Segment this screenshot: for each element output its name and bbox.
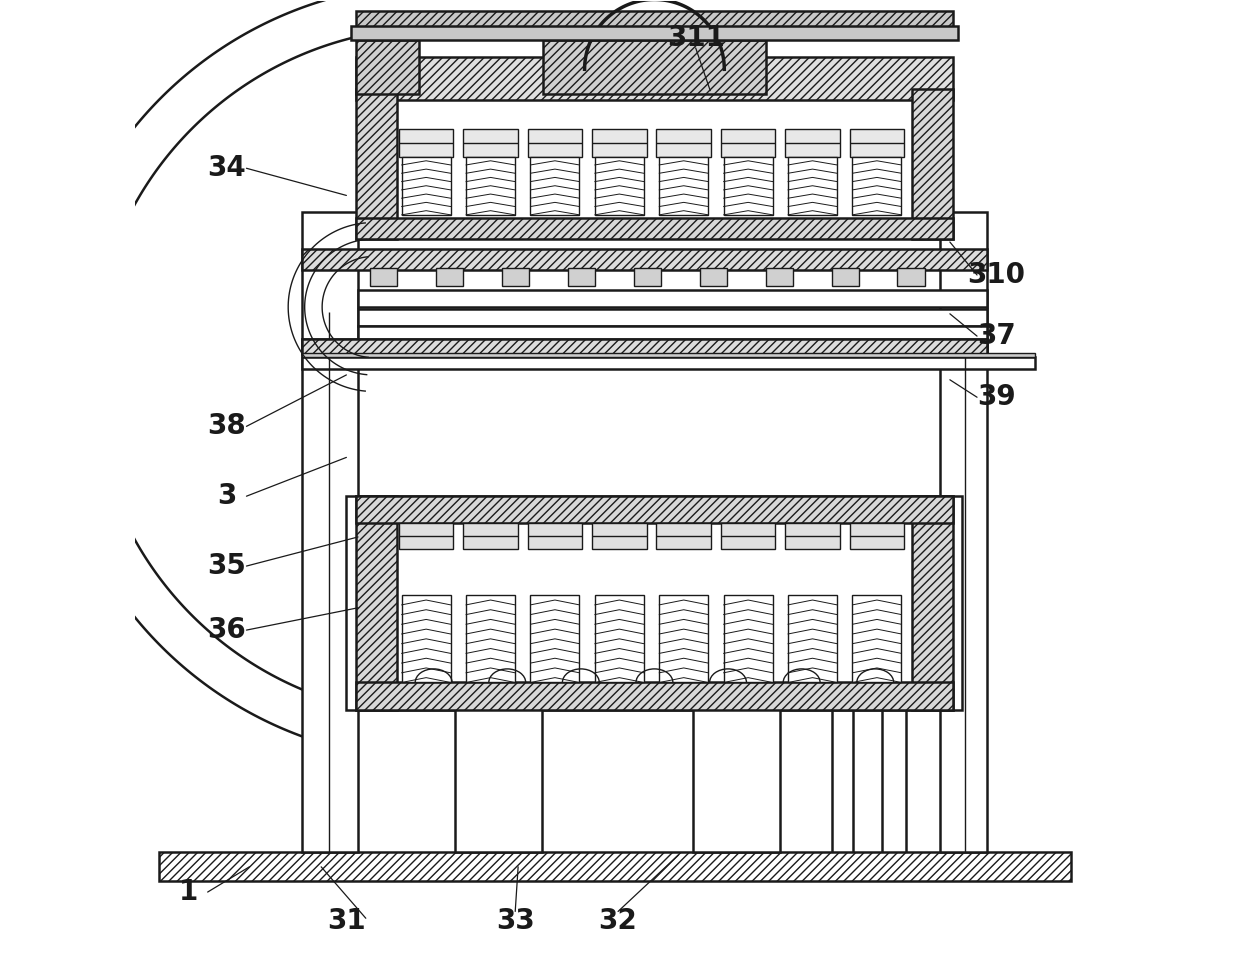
Bar [356, 56, 952, 100]
Bar [356, 40, 419, 93]
Bar [699, 269, 727, 286]
Bar [455, 708, 542, 852]
Bar [913, 89, 952, 239]
Bar [527, 129, 583, 157]
Bar [358, 326, 987, 343]
Bar [301, 357, 1035, 369]
Bar [720, 129, 775, 157]
Bar [693, 708, 780, 852]
Bar [356, 496, 397, 709]
Text: 38: 38 [207, 413, 247, 441]
Bar [898, 269, 925, 286]
Text: 39: 39 [977, 383, 1016, 412]
Bar [849, 523, 904, 549]
Bar [402, 157, 450, 215]
Bar [543, 40, 766, 93]
Bar [464, 523, 518, 549]
Bar [591, 523, 647, 549]
Bar [660, 595, 708, 682]
Bar [435, 269, 463, 286]
Bar [849, 129, 904, 157]
Bar [351, 25, 957, 40]
Text: 35: 35 [207, 552, 247, 580]
Bar [724, 595, 773, 682]
Bar [531, 157, 579, 215]
Text: 31: 31 [327, 907, 366, 935]
Bar [301, 352, 1035, 357]
Bar [656, 523, 711, 549]
Text: 33: 33 [496, 907, 534, 935]
Bar [913, 496, 952, 709]
Text: 34: 34 [207, 155, 247, 182]
Text: 37: 37 [977, 322, 1016, 350]
Bar [832, 269, 858, 286]
Text: 1: 1 [179, 878, 198, 906]
Bar [527, 523, 583, 549]
Bar [356, 496, 952, 523]
Bar [301, 212, 358, 852]
Bar [399, 523, 454, 549]
Bar [940, 212, 987, 852]
Bar [531, 595, 579, 682]
Bar [466, 595, 515, 682]
Bar [852, 595, 901, 682]
Bar [159, 852, 1071, 882]
Text: 310: 310 [967, 261, 1025, 289]
Bar [502, 269, 528, 286]
Bar [370, 269, 397, 286]
Bar [595, 595, 644, 682]
Text: 32: 32 [599, 907, 637, 935]
Bar [464, 129, 518, 157]
Bar [660, 157, 708, 215]
Bar [595, 157, 644, 215]
Bar [634, 269, 661, 286]
Bar [356, 218, 952, 239]
Bar [358, 290, 987, 307]
Bar [301, 339, 987, 353]
Bar [852, 157, 901, 215]
Bar [399, 129, 454, 157]
Bar [346, 496, 962, 709]
Text: 311: 311 [667, 24, 724, 53]
Bar [356, 11, 952, 28]
Bar [785, 129, 839, 157]
Bar [724, 157, 773, 215]
Polygon shape [47, 0, 630, 760]
Text: 3: 3 [217, 483, 237, 510]
Bar [785, 523, 839, 549]
Bar [789, 157, 837, 215]
Bar [568, 269, 595, 286]
Bar [720, 523, 775, 549]
Text: 36: 36 [207, 616, 247, 644]
Bar [656, 129, 711, 157]
Bar [466, 157, 515, 215]
Bar [301, 249, 987, 270]
Bar [356, 682, 952, 709]
Bar [397, 100, 913, 218]
Bar [765, 269, 792, 286]
Bar [301, 339, 987, 353]
Bar [356, 89, 397, 239]
Bar [402, 595, 450, 682]
Bar [789, 595, 837, 682]
Bar [591, 129, 647, 157]
Bar [358, 309, 987, 326]
